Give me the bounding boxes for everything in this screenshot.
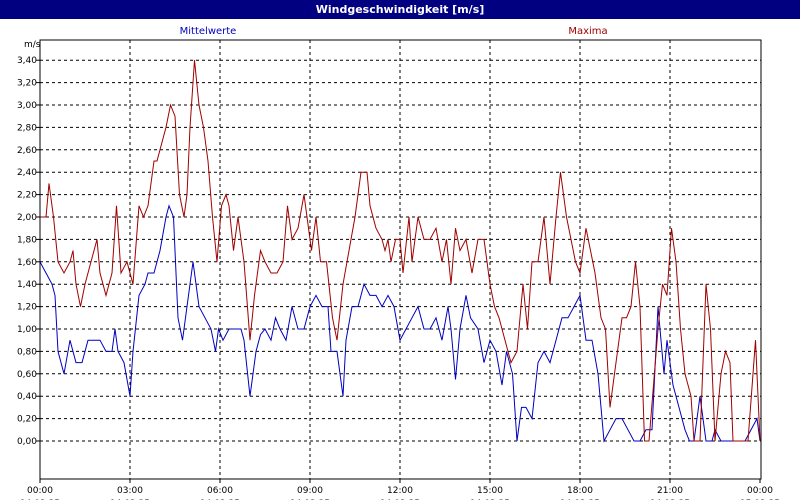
x-tick-time: 21:00 <box>657 486 683 496</box>
y-tick-label: 1,00 <box>17 325 37 335</box>
y-tick-label: 0,60 <box>17 370 37 380</box>
y-tick-label: 0,20 <box>17 415 37 425</box>
chart: m/s Mittelwerte Maxima 0,000,200,400,600… <box>0 19 800 500</box>
x-tick-time: 03:00 <box>117 486 143 496</box>
y-tick-label: 2,00 <box>17 213 37 223</box>
y-tick-label: 3,20 <box>17 79 37 89</box>
x-tick-time: 15:00 <box>477 486 503 496</box>
y-tick-label: 0,80 <box>17 347 37 357</box>
window-title: Windgeschwindigkeit [m/s] <box>0 0 800 19</box>
y-tick-label: 2,40 <box>17 168 37 178</box>
y-tick-label: 1,80 <box>17 235 37 245</box>
x-tick-time: 18:00 <box>567 486 593 496</box>
x-tick-time: 12:00 <box>387 486 413 496</box>
y-tick-label: 1,20 <box>17 303 37 313</box>
y-tick-label: 1,40 <box>17 280 37 290</box>
y-axis-ticks: 0,00 0,20 0,40 0,60 0,80 1,00 1,20 1,40 1,60 1,80… <box>17 56 40 447</box>
x-tick-time: 09:00 <box>297 486 323 496</box>
y-tick-label: 2,20 <box>17 191 37 201</box>
y-tick-label: 2,80 <box>17 123 37 133</box>
y-tick-label: 3,40 <box>17 56 37 66</box>
y-tick-label: 1,60 <box>17 258 37 268</box>
plot-frame <box>39 39 762 480</box>
legend-series-mittelwerte: Mittelwerte <box>180 26 237 37</box>
series-line-mittelwerte <box>39 204 761 443</box>
y-tick-label: 2,60 <box>17 146 37 156</box>
x-tick-time: 00:00 <box>747 486 773 496</box>
y-tick-label: 0,00 <box>17 437 37 447</box>
x-tick-time: 00:00 <box>27 486 53 496</box>
y-tick-label: 3,00 <box>17 101 37 111</box>
legend-series-maxima: Maxima <box>568 26 607 37</box>
y-axis-unit-label: m/s <box>24 40 41 50</box>
series-lines <box>39 60 761 443</box>
x-tick-time: 06:00 <box>207 486 233 496</box>
y-tick-label: 0,40 <box>17 392 37 402</box>
series-line-maxima <box>40 60 761 442</box>
